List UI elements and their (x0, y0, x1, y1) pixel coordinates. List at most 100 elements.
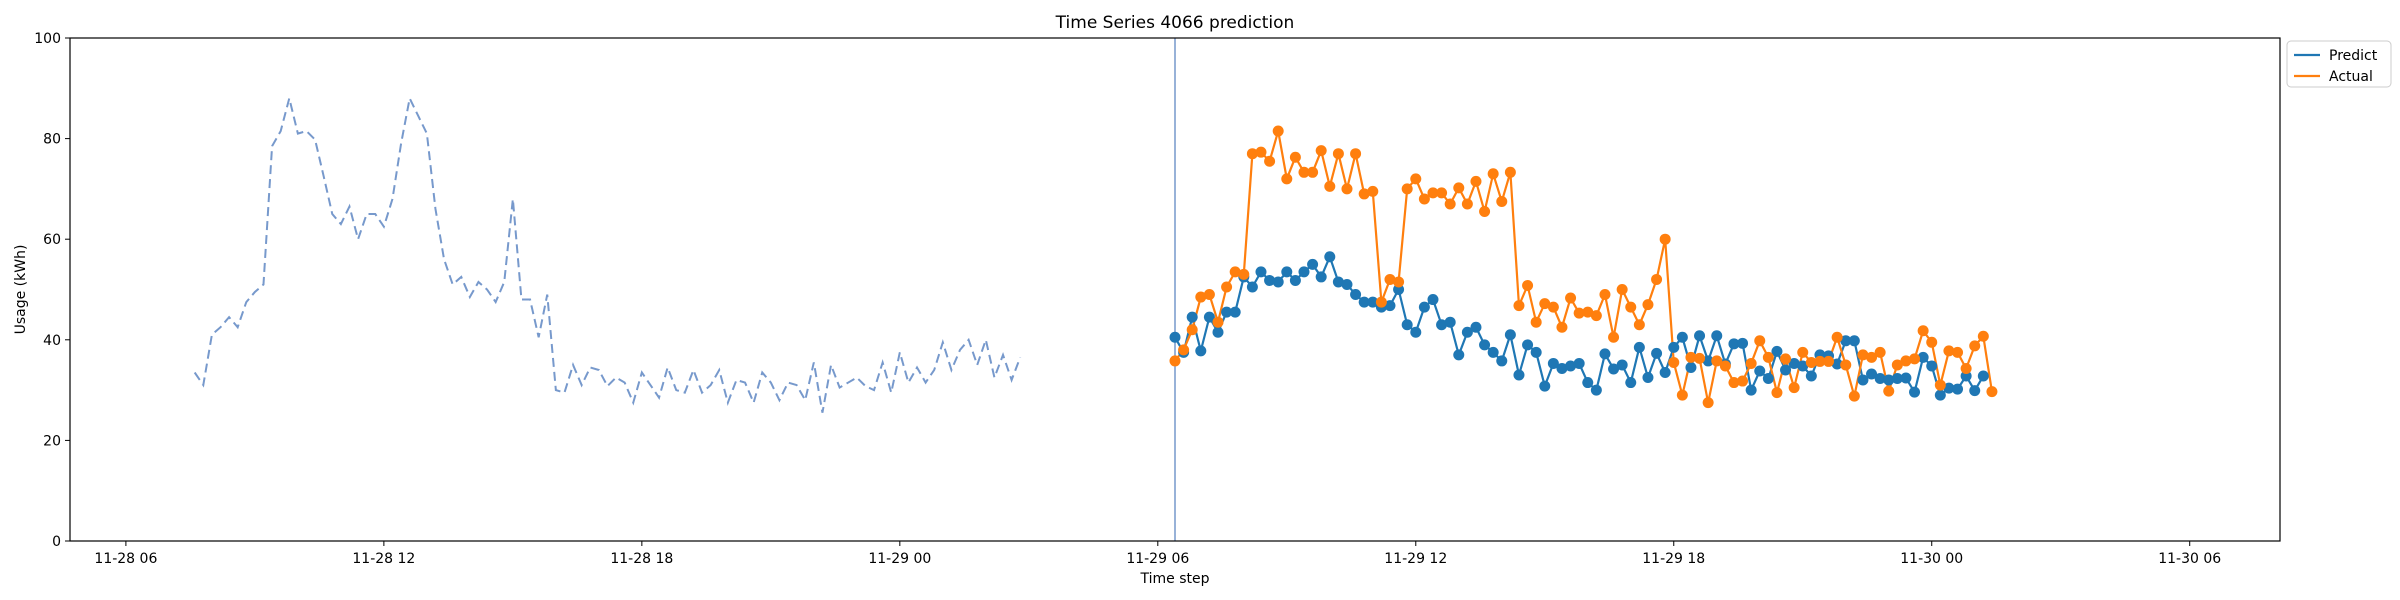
x-axis: 11-28 06 11-28 12 11-28 18 11-29 00 11-29 06… (94, 541, 2221, 567)
legend: Predict Actual (2286, 40, 2392, 88)
chart-title: Time Series 4066 prediction (1055, 13, 1295, 33)
y-tick-label: 100 (34, 31, 61, 47)
actual-point (1685, 351, 1697, 363)
predict-point (1711, 330, 1723, 342)
predict-point (1418, 301, 1430, 313)
actual-point (1178, 344, 1190, 356)
predict-point (1444, 316, 1456, 328)
actual-point (1203, 289, 1215, 301)
predict-point (1943, 382, 1955, 394)
legend-label-actual: Actual (2329, 69, 2373, 85)
predict-point (1332, 276, 1344, 288)
x-tick-label: 11-30 06 (2158, 551, 2221, 567)
history-line (193, 95, 1022, 413)
actual-point (1969, 340, 1981, 352)
predict-point (1608, 363, 1620, 375)
series-layer (193, 38, 1998, 541)
actual-point (1805, 356, 1817, 368)
actual-point (1754, 335, 1766, 347)
predict-point (1246, 281, 1258, 293)
actual-point (1745, 357, 1757, 369)
actual-point (1350, 148, 1362, 160)
actual-point (1298, 166, 1310, 178)
predict-point (1599, 348, 1611, 360)
actual-point (1986, 386, 1998, 398)
predict-point (1281, 266, 1293, 278)
actual-point (1934, 379, 1946, 391)
actual-point (1762, 351, 1774, 363)
actual-point (1547, 301, 1559, 313)
actual-point (1195, 291, 1207, 303)
actual-point (1565, 292, 1577, 304)
predict-point (1255, 266, 1267, 278)
predict-point (1522, 339, 1534, 351)
actual-point (1315, 145, 1327, 157)
predict-point (1401, 319, 1413, 331)
predict-point (1487, 346, 1499, 358)
actual-point (1848, 390, 1860, 402)
predict-point (1298, 266, 1310, 278)
x-tick-label: 11-29 06 (1126, 551, 1189, 567)
actual-point (1866, 351, 1878, 363)
actual-point (1943, 345, 1955, 357)
x-tick-label: 11-28 12 (352, 551, 415, 567)
actual-point (1246, 148, 1258, 160)
actual-point (1780, 353, 1792, 365)
y-tick-label: 0 (52, 534, 61, 550)
predict-point (1513, 369, 1525, 381)
actual-point (1891, 359, 1903, 371)
predict-point (1977, 370, 1989, 382)
legend-label-predict: Predict (2329, 48, 2378, 64)
predict-point (1952, 383, 1964, 395)
actual-point (1952, 346, 1964, 358)
actual-point (1427, 187, 1439, 199)
actual-point (1814, 355, 1826, 367)
x-axis-title: Time step (1140, 571, 1210, 587)
actual-point (1530, 316, 1542, 328)
predict-point (1754, 365, 1766, 377)
x-tick-label: 11-30 00 (1900, 551, 1963, 567)
predict-point (1969, 385, 1981, 397)
actual-point (1221, 281, 1233, 293)
predict-point (1737, 337, 1749, 349)
actual-point (1410, 173, 1422, 185)
predict-point (1805, 370, 1817, 382)
predict-point (1436, 319, 1448, 331)
actual-point (1599, 289, 1611, 301)
predict-point (1685, 361, 1697, 373)
predict-point (1582, 377, 1594, 389)
actual-point (1229, 266, 1241, 278)
actual-point (1324, 180, 1336, 192)
predict-point (1350, 289, 1362, 301)
actual-point (1513, 300, 1525, 312)
actual-point (1307, 166, 1319, 178)
predict-point (1745, 384, 1757, 396)
actual-point (1504, 166, 1516, 178)
predict-point (1909, 386, 1921, 398)
plot-frame (69, 37, 2281, 542)
predict-point (1504, 329, 1516, 341)
actual-point (1212, 316, 1224, 328)
actual-point (1874, 346, 1886, 358)
actual-point (1453, 182, 1465, 194)
actual-point (1960, 362, 1972, 374)
x-tick-label: 11-29 18 (1642, 551, 1705, 567)
actual-point (1917, 325, 1929, 337)
predict-point (1367, 296, 1379, 308)
actual-point (1264, 155, 1276, 167)
predict-point (1797, 360, 1809, 372)
actual-point (1788, 382, 1800, 394)
predict-point (1229, 306, 1241, 318)
actual-point (1728, 377, 1740, 389)
predict-point (1883, 374, 1895, 386)
actual-point (1608, 331, 1620, 343)
actual-point (1642, 299, 1654, 311)
actual-point (1238, 268, 1250, 280)
predict-point (1659, 367, 1671, 378)
actual-point (1823, 355, 1835, 367)
predict-point (1341, 278, 1353, 290)
actual-point (1479, 206, 1491, 218)
predict-point (1780, 364, 1792, 376)
actual-point (1418, 193, 1430, 205)
